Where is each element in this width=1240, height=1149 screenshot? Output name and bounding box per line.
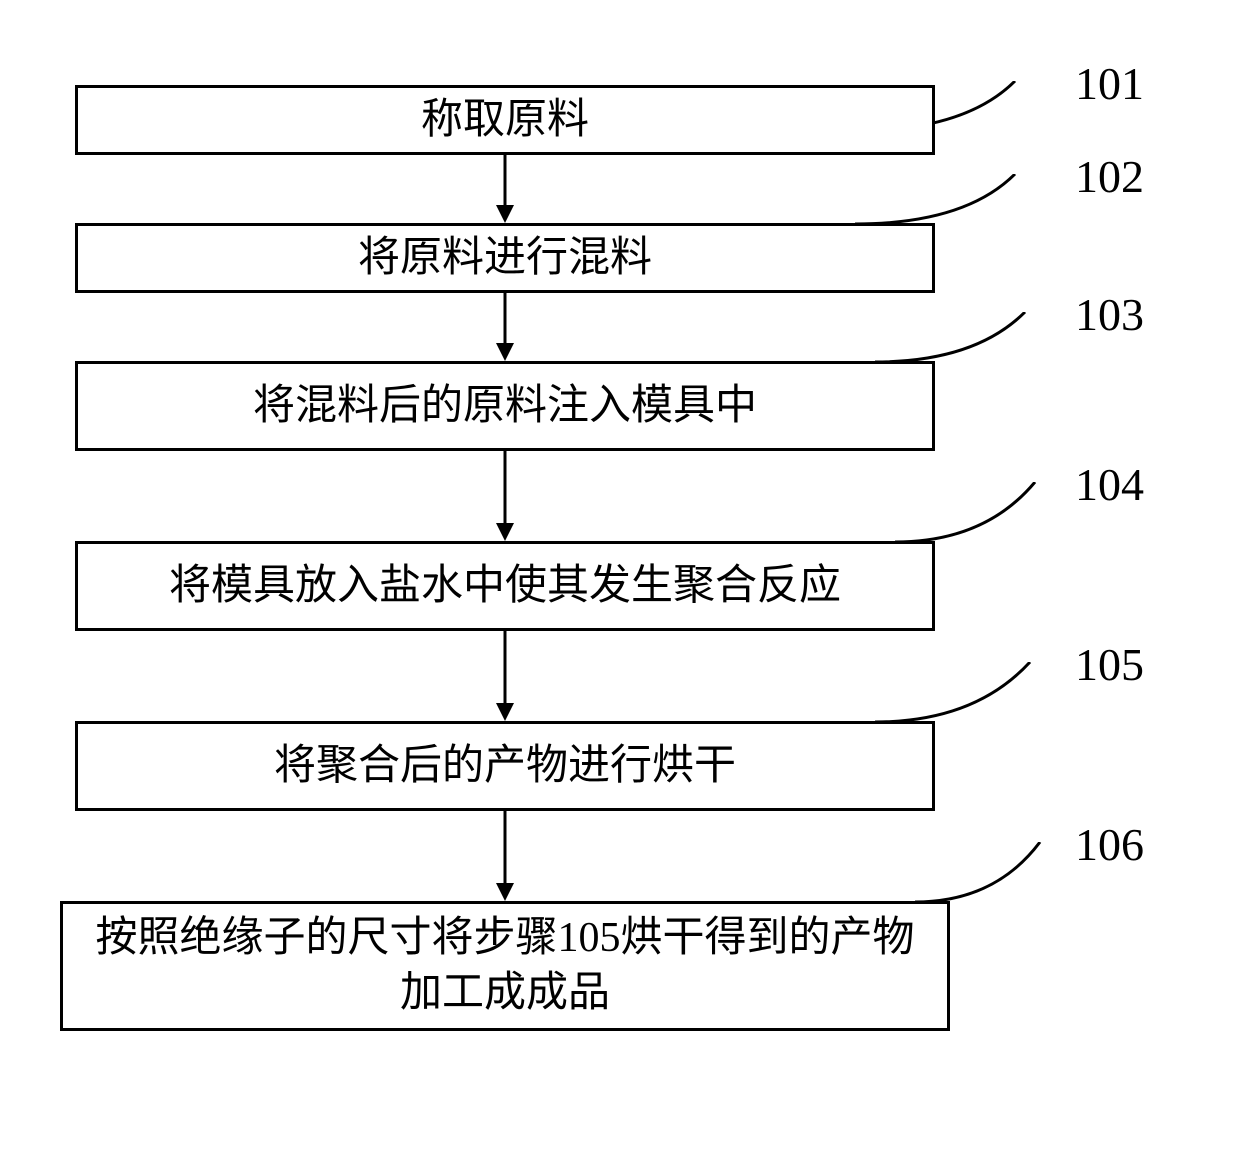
step-row-4: 104 将模具放入盐水中使其发生聚合反应 <box>75 541 1165 631</box>
step-number-text-4: 104 <box>1075 459 1144 510</box>
step-text-2: 将原料进行混料 <box>358 231 652 286</box>
arrow-1 <box>75 155 935 223</box>
step-box-2: 将原料进行混料 <box>75 223 935 293</box>
step-text-4: 将模具放入盐水中使其发生聚合反应 <box>169 559 841 614</box>
step-text-6: 按照绝缘子的尺寸将步骤105烘干得到的产物加工成成品 <box>95 911 915 1020</box>
step-number-4: 104 <box>1075 458 1144 511</box>
step-text-1: 称取原料 <box>421 93 589 148</box>
step-box-5: 将聚合后的产物进行烘干 <box>75 721 935 811</box>
step-number-text-3: 103 <box>1075 289 1144 340</box>
step-row-3: 103 将混料后的原料注入模具中 <box>75 361 1165 451</box>
flowchart-container: 101 称取原料 102 将原料进行混料 <box>75 40 1165 1031</box>
step-box-3: 将混料后的原料注入模具中 <box>75 361 935 451</box>
step-box-6: 按照绝缘子的尺寸将步骤105烘干得到的产物加工成成品 <box>60 901 950 1031</box>
arrow-2 <box>75 293 935 361</box>
step-number-2: 102 <box>1075 150 1144 203</box>
arrow-4 <box>75 631 935 721</box>
arrow-3 <box>75 451 935 541</box>
step-text-3: 将混料后的原料注入模具中 <box>253 379 757 434</box>
step-number-text-1: 101 <box>1075 58 1144 109</box>
step-row-1: 101 称取原料 <box>75 85 1165 155</box>
step-number-1: 101 <box>1075 57 1144 110</box>
step-row-6: 106 按照绝缘子的尺寸将步骤105烘干得到的产物加工成成品 <box>75 901 1165 1031</box>
step-number-text-2: 102 <box>1075 151 1144 202</box>
step-row-5: 105 将聚合后的产物进行烘干 <box>75 721 1165 811</box>
arrow-5 <box>75 811 935 901</box>
step-number-6: 106 <box>1075 818 1144 871</box>
step-number-5: 105 <box>1075 638 1144 691</box>
step-number-3: 103 <box>1075 288 1144 341</box>
step-number-text-5: 105 <box>1075 639 1144 690</box>
step-row-2: 102 将原料进行混料 <box>75 223 1165 293</box>
step-text-5: 将聚合后的产物进行烘干 <box>274 739 736 794</box>
step-box-4: 将模具放入盐水中使其发生聚合反应 <box>75 541 935 631</box>
step-box-1: 称取原料 <box>75 85 935 155</box>
step-number-text-6: 106 <box>1075 819 1144 870</box>
